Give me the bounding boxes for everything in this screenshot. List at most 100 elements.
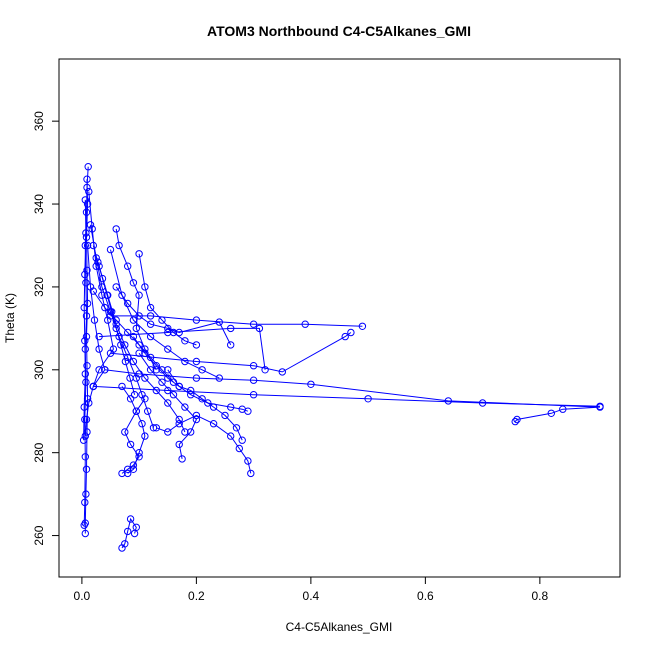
data-point	[89, 382, 98, 391]
data-point	[124, 465, 132, 473]
data-point	[81, 337, 89, 345]
data-point	[118, 469, 126, 478]
data-point	[187, 386, 195, 395]
y-tick-label: 280	[32, 442, 46, 462]
data-point	[221, 411, 229, 420]
series-line	[121, 517, 137, 549]
data-point	[138, 420, 146, 428]
data-point	[82, 490, 90, 498]
data-point	[126, 374, 134, 382]
data-point	[235, 444, 244, 453]
data-point	[83, 200, 92, 208]
y-tick-label: 260	[32, 525, 46, 545]
series-line	[98, 266, 186, 433]
data-point	[364, 395, 372, 403]
data-point	[244, 457, 252, 465]
data-point	[215, 318, 224, 326]
data-point	[86, 221, 95, 229]
plot-area	[79, 163, 604, 552]
data-point	[141, 432, 149, 440]
data-point	[141, 349, 149, 357]
data-point	[158, 378, 166, 386]
data-point	[130, 529, 139, 538]
data-point	[81, 432, 90, 440]
data-point	[341, 332, 349, 341]
data-point	[106, 349, 115, 357]
data-point	[84, 163, 92, 171]
data-point	[244, 407, 252, 415]
data-point	[215, 374, 224, 382]
data-point	[141, 374, 149, 382]
x-axis: 0.0 0.2 0.4 0.6 0.8	[74, 576, 549, 603]
data-point	[249, 391, 258, 399]
data-point	[135, 449, 143, 457]
data-point	[204, 399, 212, 407]
data-point	[90, 316, 99, 324]
data-point	[81, 270, 89, 279]
data-point	[232, 424, 241, 432]
data-point	[115, 241, 123, 250]
x-axis-label: C4-C5Alkanes_GMI	[286, 620, 393, 634]
data-point	[249, 376, 258, 384]
data-point	[81, 453, 90, 461]
data-point	[83, 183, 91, 192]
data-point	[82, 229, 90, 237]
data-point	[129, 316, 138, 324]
series-line	[104, 369, 601, 422]
data-point	[124, 527, 132, 536]
x-tick-label: 0.4	[303, 589, 320, 603]
series-line	[156, 414, 252, 474]
data-point	[124, 262, 132, 270]
data-point	[181, 403, 189, 411]
data-point	[192, 341, 201, 349]
data-point	[89, 241, 98, 250]
series-line	[138, 253, 197, 346]
data-point	[124, 299, 132, 308]
data-point	[141, 283, 149, 291]
data-point	[164, 374, 172, 382]
data-point	[209, 403, 218, 411]
data-point	[255, 324, 264, 333]
data-point	[227, 432, 235, 440]
data-point	[164, 345, 172, 353]
y-tick-label: 340	[32, 194, 46, 214]
data-point	[83, 362, 91, 370]
data-point	[175, 440, 183, 449]
data-point	[238, 436, 246, 444]
data-point	[227, 341, 235, 349]
data-point	[227, 324, 235, 333]
data-point	[192, 374, 201, 382]
data-point	[81, 196, 90, 204]
data-point	[249, 320, 258, 328]
data-point	[132, 324, 141, 333]
data-point	[249, 362, 258, 370]
data-point	[559, 405, 567, 413]
data-point	[152, 386, 161, 395]
data-point	[80, 521, 88, 529]
data-point	[347, 328, 355, 337]
data-point	[278, 368, 286, 376]
data-point	[121, 357, 130, 366]
y-axis-label: Theta (K)	[3, 293, 17, 343]
y-tick-label: 320	[32, 277, 46, 297]
y-tick-label: 360	[32, 111, 46, 131]
series-line	[138, 352, 197, 459]
data-point	[95, 262, 103, 270]
data-point	[175, 415, 183, 424]
data-point	[307, 380, 315, 388]
data-point	[135, 312, 143, 320]
data-point	[95, 345, 103, 353]
data-point	[126, 515, 135, 523]
data-point	[175, 328, 183, 337]
data-point	[135, 291, 143, 299]
data-point	[164, 428, 172, 436]
data-point	[181, 428, 189, 436]
series-line	[83, 199, 87, 441]
data-point	[82, 378, 90, 386]
data-point	[112, 324, 120, 333]
data-point	[112, 283, 120, 291]
data-point	[135, 341, 143, 349]
y-axis: 260 280 300 320 340 360	[32, 111, 60, 546]
data-point	[192, 316, 201, 324]
